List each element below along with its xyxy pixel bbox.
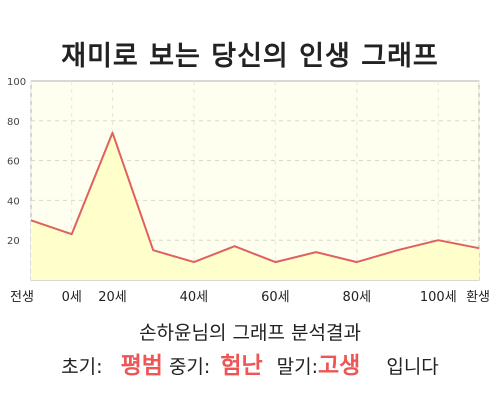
x-tick-label: 60세 — [261, 290, 290, 305]
y-tick-label: 60 — [7, 157, 20, 168]
mid-value: 험난 — [220, 353, 263, 379]
early-label: 초기: — [61, 356, 103, 378]
early-value: 평범 — [120, 353, 163, 379]
analysis-verdict: 초기: 평범 중기: 험난 말기:고생 입니다 — [0, 346, 500, 380]
mid-label: 중기: — [168, 356, 211, 378]
series-line — [30, 131, 480, 264]
late-value: 고생 — [318, 353, 361, 379]
area-fill — [31, 132, 479, 280]
x-tick-label: 80세 — [343, 290, 372, 305]
late-label: 말기: — [276, 356, 319, 378]
y-tick-label: 100 — [7, 77, 26, 88]
y-tick-label: 80 — [7, 117, 20, 128]
x-tick-label: 40세 — [180, 290, 209, 305]
x-tick-label: 20세 — [98, 290, 127, 305]
y-tick-label: 40 — [7, 196, 20, 207]
x-tick-label: 100세 — [420, 290, 457, 305]
y-tick-label: 20 — [7, 236, 20, 247]
y-axis-ticks: 20 40 60 80 100 — [7, 77, 26, 247]
x-tick-label: 전생 — [10, 290, 34, 305]
x-axis-ticks: 전생 0세 20세 40세 60세 80세 100세 환생 — [10, 290, 490, 305]
ending-text: 입니다 — [386, 356, 439, 378]
x-tick-label: 환생 — [466, 290, 490, 305]
chart-title: 재미로 보는 당신의 인생 그래프 — [61, 41, 439, 72]
x-tick-label: 0세 — [62, 290, 82, 305]
analysis-summary: 손하윤님의 그래프 분석결과 — [139, 322, 361, 344]
